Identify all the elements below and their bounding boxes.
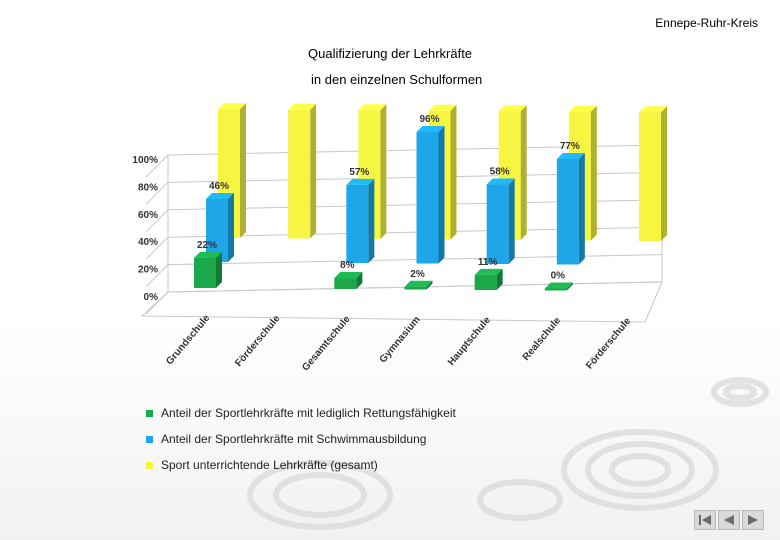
bar-top bbox=[358, 104, 387, 111]
x-tick-label: Hauptschule bbox=[446, 315, 493, 368]
bar-top bbox=[404, 280, 433, 287]
x-tick-label: Förderschule bbox=[584, 316, 633, 372]
gridline-side bbox=[145, 264, 169, 287]
bar-side bbox=[496, 268, 503, 290]
bar-top bbox=[639, 106, 667, 113]
legend-item: Anteil der Sportlehrkräfte mit lediglich… bbox=[146, 400, 456, 426]
data-label: 11% bbox=[478, 257, 498, 268]
legend-item: Anteil der Sportlehrkräfte mit Schwimmau… bbox=[146, 426, 456, 452]
bar-side bbox=[216, 251, 222, 288]
data-label: 2% bbox=[410, 269, 425, 280]
bar-top bbox=[498, 105, 527, 112]
bar bbox=[639, 112, 661, 241]
legend-item: Sport unterrichtende Lehrkräfte (gesamt) bbox=[146, 452, 456, 478]
slide-subtitle: in den einzelnen Schulformen bbox=[311, 72, 483, 87]
legend-swatch bbox=[146, 435, 153, 443]
y-tick-label: 60% bbox=[138, 210, 158, 221]
gridline-side bbox=[145, 182, 169, 205]
legend-label: Sport unterrichtende Lehrkräfte (gesamt) bbox=[161, 458, 378, 472]
bar-top bbox=[568, 105, 597, 112]
y-tick-label: 40% bbox=[138, 237, 158, 248]
bar bbox=[486, 184, 509, 264]
bar-side bbox=[426, 280, 433, 290]
gridline-side bbox=[145, 154, 169, 178]
bar bbox=[288, 109, 311, 239]
legend-label: Anteil der Sportlehrkräfte mit lediglich… bbox=[161, 406, 456, 420]
bar-top bbox=[288, 103, 317, 110]
bar bbox=[206, 198, 228, 262]
bar bbox=[556, 159, 579, 265]
y-tick-label: 80% bbox=[138, 182, 158, 193]
next-icon[interactable] bbox=[742, 510, 764, 530]
bar-top bbox=[334, 272, 363, 279]
legend-swatch bbox=[146, 461, 153, 469]
data-label: 22% bbox=[197, 240, 217, 251]
bar-top bbox=[556, 153, 585, 160]
bar bbox=[194, 257, 216, 288]
slide-navigation bbox=[694, 510, 764, 530]
data-label: 96% bbox=[419, 114, 439, 125]
bar-top bbox=[486, 178, 515, 185]
bar-side bbox=[228, 192, 234, 262]
bar-side bbox=[578, 153, 585, 265]
y-tick-label: 0% bbox=[144, 292, 159, 303]
chart-floor bbox=[140, 281, 663, 323]
bar-top bbox=[194, 251, 222, 258]
bar-top bbox=[416, 125, 445, 132]
bar-top bbox=[218, 103, 246, 110]
bar-side bbox=[368, 178, 375, 263]
gridline bbox=[167, 254, 663, 266]
data-label: 46% bbox=[209, 181, 229, 192]
bar-side bbox=[310, 103, 317, 239]
y-tick-label: 20% bbox=[138, 265, 158, 276]
bar-side bbox=[566, 282, 573, 291]
skip-back-icon[interactable] bbox=[694, 510, 716, 530]
bar-side bbox=[661, 106, 667, 241]
bar-side bbox=[508, 178, 515, 264]
x-tick-label: Realschule bbox=[521, 315, 564, 363]
legend-swatch bbox=[146, 409, 153, 417]
chart-legend: Anteil der Sportlehrkräfte mit lediglich… bbox=[146, 400, 456, 478]
legend-label: Anteil der Sportlehrkräfte mit Schwimmau… bbox=[161, 432, 427, 446]
bar bbox=[474, 274, 497, 290]
bar bbox=[334, 278, 357, 289]
bar bbox=[346, 184, 369, 263]
bar-side bbox=[520, 105, 527, 240]
bar-side bbox=[380, 104, 387, 239]
x-tick-label: Gesamtschule bbox=[300, 314, 353, 374]
data-label: 77% bbox=[560, 141, 580, 152]
bar-top bbox=[474, 268, 503, 275]
data-label: 58% bbox=[490, 167, 510, 178]
organization-name: Ennepe-Ruhr-Kreis bbox=[655, 16, 758, 30]
y-tick-label: 100% bbox=[132, 155, 158, 166]
bar-top bbox=[544, 282, 573, 289]
bar-top bbox=[346, 178, 375, 185]
slide-title: Qualifizierung der Lehrkräfte bbox=[308, 46, 473, 61]
data-label: 0% bbox=[551, 271, 566, 282]
bar bbox=[544, 288, 567, 291]
bar-top bbox=[206, 192, 234, 199]
bar bbox=[404, 286, 427, 290]
x-tick-label: Grundschule bbox=[164, 313, 212, 368]
bar-top bbox=[428, 104, 457, 111]
gridline-side bbox=[145, 209, 169, 233]
data-label: 57% bbox=[349, 167, 369, 178]
bar-side bbox=[590, 105, 597, 241]
bar-side bbox=[450, 104, 457, 240]
bar-side bbox=[240, 103, 246, 238]
prev-icon[interactable] bbox=[718, 510, 740, 530]
bar-side bbox=[356, 272, 363, 289]
gridline-side bbox=[145, 236, 169, 260]
x-tick-label: Förderschule bbox=[233, 313, 282, 369]
bar-side bbox=[438, 125, 445, 264]
x-tick-label: Gymnasium bbox=[378, 314, 423, 365]
data-label: 8% bbox=[340, 260, 355, 271]
bar bbox=[416, 131, 439, 264]
